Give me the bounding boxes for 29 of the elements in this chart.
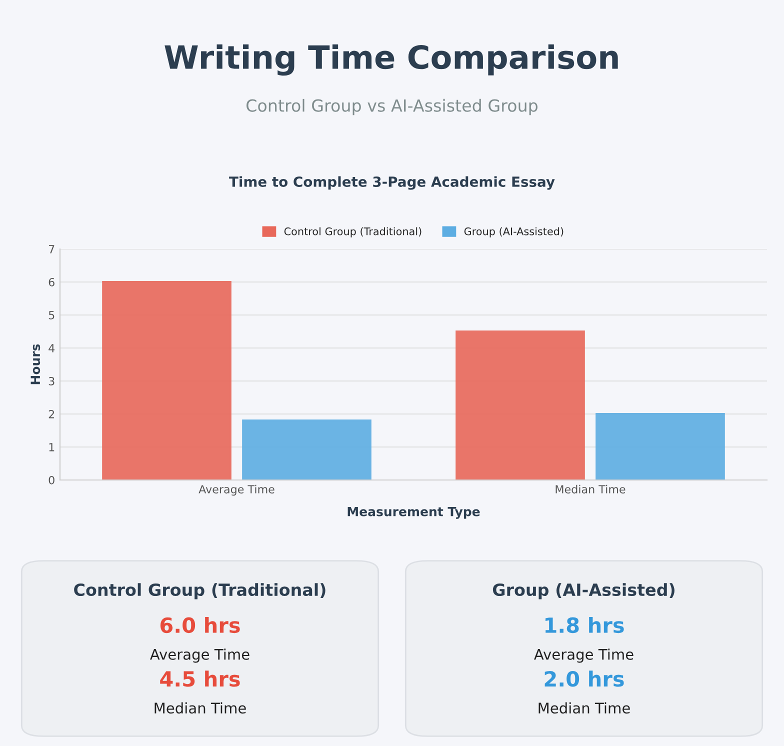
chart-subtitle: Control Group vs AI-Assisted Group: [246, 98, 538, 116]
x-axis-title: Measurement Type: [348, 507, 480, 519]
text: Median Time: [154, 702, 246, 714]
y-tick-label: 4: [48, 344, 55, 352]
y-tick-label: 2: [48, 410, 54, 418]
legend-label: Group (AI-Assisted): [464, 227, 564, 238]
y-tick-label: 1: [49, 443, 54, 452]
y-tick-label: 0: [48, 476, 54, 484]
text: Group (AI-Assisted): [492, 583, 674, 600]
y-tick-label: 5: [48, 311, 54, 320]
text: Time to Complete 3-Page Academic Essay: [229, 176, 555, 190]
bar: [596, 412, 725, 480]
text: 1.8 hrs: [546, 616, 624, 634]
text: 6.0 hrs: [160, 616, 240, 634]
text: Average Time: [150, 648, 250, 663]
y-axis-title: Hours: [30, 344, 40, 384]
chart-title: Writing Time Comparison: [164, 44, 618, 76]
text: 4.5 hrs: [160, 670, 240, 687]
y-tick-label: 3: [48, 376, 54, 386]
text: 2.0 hrs: [544, 670, 624, 687]
legend-label: Control Group (Traditional): [284, 227, 422, 238]
y-tick-label: 7: [48, 245, 54, 254]
text: Control Group (Traditional): [74, 583, 326, 600]
bar: [102, 280, 232, 480]
bar: [242, 420, 372, 480]
text: Average Time: [534, 648, 634, 663]
bar: [456, 330, 585, 480]
text: Median Time: [538, 702, 630, 714]
y-tick-label: 6: [48, 278, 54, 286]
